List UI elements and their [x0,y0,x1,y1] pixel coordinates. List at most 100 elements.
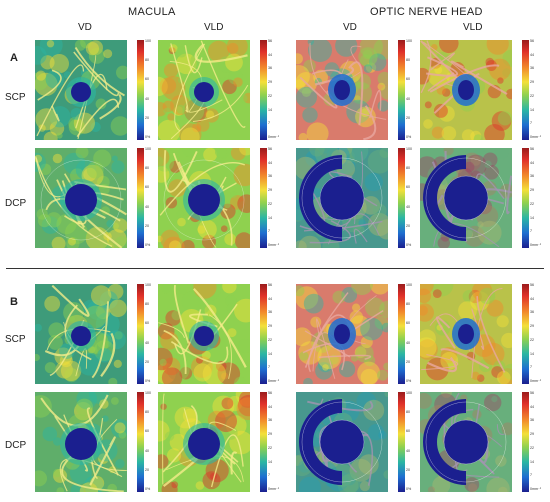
colorbar-tick-label: 22 [268,93,272,98]
colorbar-tick-label: 100 [145,39,151,43]
colorbar-tick-label: 29 [530,432,534,437]
colorbar-tick-label: 56 [530,39,534,43]
colorbar-tick-label: 29 [268,188,272,193]
colorbar-tick-label: 56 [268,283,272,287]
colorbar-a-scp-onh-vld: 56 44 36 29 22 14 7 0mm⁻¹ [522,39,541,140]
row-label-b-dcp: DCP [5,440,27,451]
colorbar-tick-label: 100 [406,283,412,287]
colorbar-tick-label: 60 [406,185,410,190]
colorbar-tick-label: 36 [530,418,534,423]
colorbar-tick-label: 0% [406,243,412,247]
colorbar-tick-label: 80 [145,166,149,171]
colorbar-gradient [398,148,405,248]
colorbar-tick-label: 44 [268,160,272,165]
colorbar-tick-label: 80 [145,410,149,415]
colorbar-a-dcp-macula-vld: 56 44 36 29 22 14 7 0mm⁻¹ [260,147,279,248]
oct-angiography-b-scp-macula-vld [158,284,250,384]
colorbar-tick-label: 56 [530,147,534,151]
colorbar-tick-label: 29 [530,80,534,85]
colorbar-tick-label: 29 [268,80,272,85]
section-divider [6,268,544,269]
colorbar-tick-label: 20 [145,223,149,228]
colorbar-tick-label: 0% [406,135,412,139]
colorbar-ticks: 56 44 36 29 22 14 7 0mm⁻¹ [268,147,282,248]
colorbar-tick-label: 44 [530,296,534,301]
oct-angiography-a-dcp-onh-vld [420,148,512,248]
colorbar-a-scp-macula-vld: 56 44 36 29 22 14 7 0mm⁻¹ [260,39,279,140]
colorbar-tick-label: 60 [406,77,410,82]
oct-angiography-b-scp-onh-vld [420,284,512,384]
colorbar-b-scp-onh-vd: 100 80 60 40 20 0% [398,283,412,384]
colorbar-a-scp-onh-vd: 100 80 60 40 20 0% [398,39,412,140]
colorbar-tick-label: 7 [530,229,532,234]
colorbar-tick-label: 40 [145,204,149,209]
colorbar-tick-label: 0% [145,487,151,491]
colorbar-a-dcp-macula-vd: 100 80 60 40 20 0% [137,147,151,248]
colorbar-b-scp-macula-vld: 56 44 36 29 22 14 7 0mm⁻¹ [260,283,279,384]
column-label-macula-vd: VD [78,22,92,33]
colorbar-ticks: 56 44 36 29 22 14 7 0mm⁻¹ [530,147,544,248]
colorbar-tick-label: 36 [530,66,534,71]
colorbar-ticks: 56 44 36 29 22 14 7 0mm⁻¹ [530,391,544,492]
colorbar-tick-label: 60 [406,321,410,326]
colorbar-b-dcp-onh-vld: 56 44 36 29 22 14 7 0mm⁻¹ [522,391,541,492]
colorbar-gradient [137,284,144,384]
colorbar-tick-label: 0% [145,379,151,383]
colorbar-tick-label: 56 [530,283,534,287]
colorbar-gradient [260,148,267,248]
colorbar-tick-label: 0% [406,379,412,383]
colorbar-ticks: 100 80 60 40 20 0% [145,147,159,248]
colorbar-tick-label: 22 [530,445,534,450]
oct-angiography-a-dcp-macula-vld [158,148,250,248]
colorbar-tick-label: 29 [268,432,272,437]
oct-angiography-b-scp-macula-vd [35,284,127,384]
colorbar-tick-label: 100 [145,283,151,287]
colorbar-tick-label: 40 [406,204,410,209]
colorbar-tick-label: 100 [145,391,151,395]
column-label-macula-vld: VLD [204,22,224,33]
colorbar-gradient [260,392,267,492]
colorbar-tick-label: 20 [406,359,410,364]
oct-angiography-b-dcp-onh-vd [296,392,388,492]
colorbar-a-scp-macula-vd: 100 80 60 40 20 0% [137,39,151,140]
column-label-onh-vd: VD [343,22,357,33]
colorbar-tick-label: 7 [268,473,270,478]
colorbar-tick-label: 7 [268,365,270,370]
colorbar-ticks: 56 44 36 29 22 14 7 0mm⁻¹ [530,39,544,140]
colorbar-gradient [522,284,529,384]
colorbar-tick-label: 20 [145,467,149,472]
column-label-onh-vld: VLD [463,22,483,33]
colorbar-tick-label: 0mm⁻¹ [530,243,542,247]
colorbar-tick-label: 60 [145,185,149,190]
colorbar-tick-label: 0% [145,135,151,139]
colorbar-tick-label: 56 [530,391,534,395]
macula-header: MACULA [128,6,176,18]
panel-letter-a: A [10,52,18,64]
colorbar-gradient [137,40,144,140]
colorbar-tick-label: 40 [145,448,149,453]
colorbar-tick-label: 7 [530,121,532,126]
colorbar-tick-label: 0mm⁻¹ [530,379,542,383]
colorbar-ticks: 100 80 60 40 20 0% [145,391,159,492]
colorbar-a-dcp-onh-vd: 100 80 60 40 20 0% [398,147,412,248]
colorbar-ticks: 100 80 60 40 20 0% [145,283,159,384]
colorbar-tick-label: 80 [145,58,149,63]
colorbar-tick-label: 36 [268,66,272,71]
colorbar-tick-label: 40 [145,340,149,345]
colorbar-tick-label: 56 [268,39,272,43]
colorbar-tick-label: 0mm⁻¹ [268,135,280,139]
colorbar-tick-label: 22 [268,445,272,450]
colorbar-gradient [260,40,267,140]
colorbar-ticks: 100 80 60 40 20 0% [406,283,420,384]
colorbar-tick-label: 44 [268,52,272,57]
colorbar-tick-label: 20 [406,115,410,120]
colorbar-tick-label: 0mm⁻¹ [268,379,280,383]
colorbar-ticks: 100 80 60 40 20 0% [406,39,420,140]
colorbar-tick-label: 7 [530,365,532,370]
colorbar-ticks: 56 44 36 29 22 14 7 0mm⁻¹ [530,283,544,384]
colorbar-tick-label: 20 [406,467,410,472]
colorbar-tick-label: 14 [530,107,534,112]
colorbar-tick-label: 36 [268,174,272,179]
colorbar-tick-label: 22 [530,337,534,342]
oct-angiography-b-dcp-onh-vld [420,392,512,492]
